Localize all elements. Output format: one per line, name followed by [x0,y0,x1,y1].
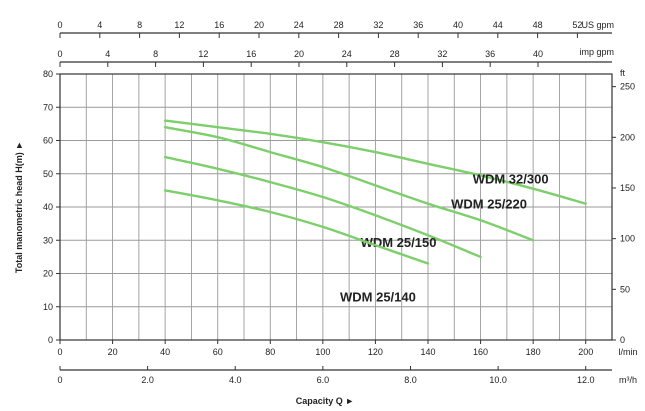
m3h-tick-label: 4.0 [229,375,242,385]
m3h-tick-label: 6.0 [317,375,330,385]
head-m-tick-label: 70 [43,102,53,112]
series-label-wdm-25-140: WDM 25/140 [340,290,416,305]
head-ft-tick-label: 0 [620,335,625,345]
head-ft-tick-label: 200 [620,132,635,142]
us-gpm-tick-label: 16 [214,20,224,30]
us-gpm-tick-label: 20 [254,20,264,30]
imp-gpm-tick-label: 32 [437,49,447,59]
l-min-unit-label: l/min [618,347,637,357]
us-gpm-tick-label: 0 [57,20,62,30]
curve-wdm-32-300 [163,119,587,205]
us-gpm-tick-label: 52 [572,20,582,30]
head-m-tick-label: 0 [48,335,53,345]
imp-gpm-tick-label: 28 [390,49,400,59]
m3h-tick-label: 12.0 [577,375,595,385]
m3h-tick-label: 0 [57,375,62,385]
us-gpm-tick-label: 24 [294,20,304,30]
l-min-tick-label: 40 [160,347,170,357]
head-m-tick-label: 30 [43,235,53,245]
us-gpm-tick-label: 8 [137,20,142,30]
series-label-wdm-25-150: WDM 25/150 [361,235,437,250]
imp-gpm-tick-label: 20 [294,49,304,59]
us-gpm-tick-label: 12 [174,20,184,30]
x-axis-title: Capacity Q ► [296,396,354,406]
imp-gpm-tick-label: 0 [57,49,62,59]
imp-gpm-tick-label: 36 [485,49,495,59]
m3h-tick-label: 8.0 [404,375,417,385]
m3h-tick-label: 10.0 [489,375,507,385]
l-min-tick-label: 60 [213,347,223,357]
grid [59,73,613,341]
series-label-wdm-32-300: WDM 32/300 [473,172,549,187]
l-min-tick-label: 140 [420,347,435,357]
l-min-tick-label: 100 [315,347,330,357]
us-gpm-tick-label: 32 [373,20,383,30]
l-min-tick-label: 0 [57,347,62,357]
l-min-tick-label: 180 [526,347,541,357]
imp-gpm-tick-label: 16 [246,49,256,59]
imp-gpm-tick-label: 40 [533,49,543,59]
m3h-unit-label: m³/h [619,375,637,385]
y-axis-title: Total manometric head H(m) ► [14,141,24,273]
head-m-tick-label: 40 [43,202,53,212]
us-gpm-tick-label: 44 [493,20,503,30]
l-min-tick-label: 20 [108,347,118,357]
imp-gpm-tick-label: 24 [342,49,352,59]
head-m-tick-label: 60 [43,136,53,146]
us-gpm-tick-label: 48 [533,20,543,30]
l-min-tick-label: 120 [368,347,383,357]
l-min-tick-label: 200 [578,347,593,357]
imp-gpm-tick-label: 8 [153,49,158,59]
us-gpm-tick-label: 40 [453,20,463,30]
head-m-tick-label: 10 [43,302,53,312]
imp-gpm-tick-label: 4 [105,49,110,59]
m3h-tick-label: 2.0 [141,375,154,385]
l-min-tick-label: 160 [473,347,488,357]
head-ft-tick-label: 50 [620,284,630,294]
us-gpm-unit-label: US gpm [581,20,614,30]
us-gpm-tick-label: 4 [97,20,102,30]
head-m-tick-label: 50 [43,169,53,179]
head-ft-tick-label: 250 [620,82,635,92]
us-gpm-tick-label: 36 [413,20,423,30]
head-m-tick-label: 20 [43,269,53,279]
us-gpm-tick-label: 28 [334,20,344,30]
imp-gpm-unit-label: imp gpm [579,47,614,57]
head-ft-tick-label: 100 [620,234,635,244]
curve-wdm-25-220 [163,126,535,242]
head-ft-unit-label: ft [620,68,626,78]
curve-wdm-25-150 [163,155,482,259]
head-m-tick-label: 80 [43,69,53,79]
series-label-wdm-25-220: WDM 25/220 [451,196,527,211]
curve-wdm-25-140 [163,189,430,265]
imp-gpm-tick-label: 12 [198,49,208,59]
l-min-tick-label: 80 [265,347,275,357]
head-ft-tick-label: 150 [620,183,635,193]
